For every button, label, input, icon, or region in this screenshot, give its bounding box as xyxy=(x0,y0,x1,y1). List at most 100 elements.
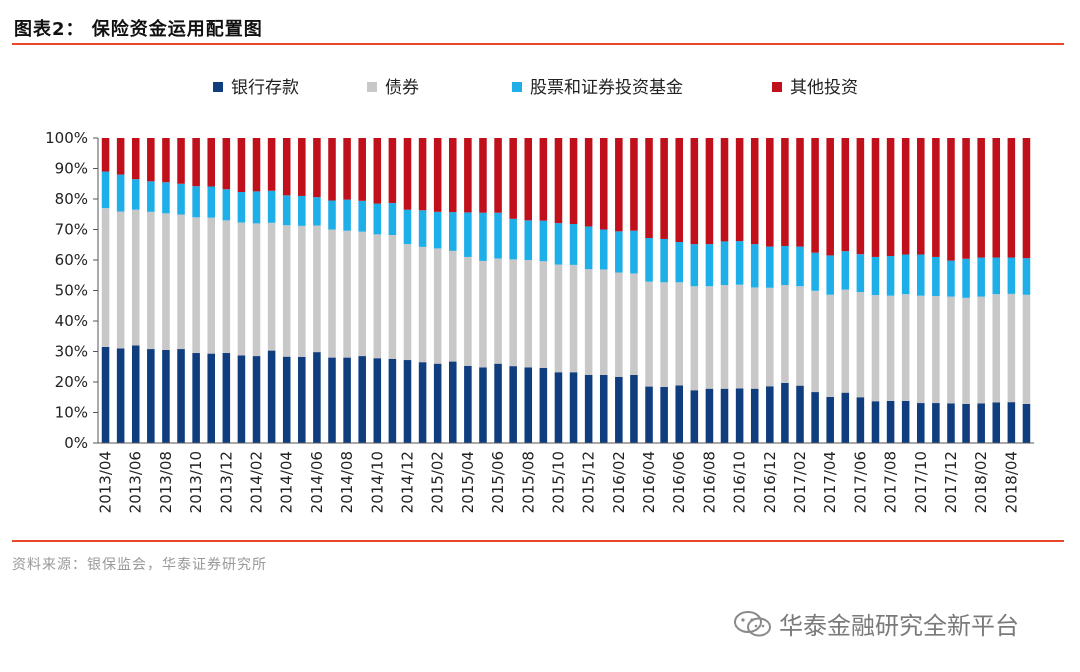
bar-segment xyxy=(101,208,110,347)
bar-segment xyxy=(101,138,110,172)
bar-segment xyxy=(917,138,925,255)
top-rule xyxy=(12,43,1064,45)
x-axis: 2013/04 2013/06 2013/08 2013/10 2013/12 2014/… xyxy=(97,442,1034,513)
bar-segment xyxy=(207,217,215,354)
y-tick-label: 70% xyxy=(55,221,88,239)
bar-segment xyxy=(584,374,593,443)
bar-segment xyxy=(947,403,955,443)
bar-segment xyxy=(388,234,397,359)
bar-segment xyxy=(917,295,925,404)
bar-segment xyxy=(599,269,608,375)
bar-segment xyxy=(524,220,533,260)
bar-segment xyxy=(479,260,487,368)
legend-swatch xyxy=(213,82,223,92)
bar-segment xyxy=(766,386,774,443)
bar-segment xyxy=(826,294,834,397)
bar-segment xyxy=(917,403,925,443)
bar-segment xyxy=(509,218,517,260)
x-tick-label: 2015/02 xyxy=(429,451,447,513)
bar-segment xyxy=(539,261,548,368)
x-tick-label: 2014/12 xyxy=(398,451,416,513)
y-tick-label: 100% xyxy=(45,129,88,147)
bar-segment xyxy=(328,357,336,443)
bar-segment xyxy=(373,138,382,204)
bar-segment xyxy=(645,138,653,239)
bar-segment xyxy=(524,138,533,221)
x-tick-label: 2015/08 xyxy=(519,451,537,513)
x-tick-label: 2016/06 xyxy=(670,451,688,513)
bar-segment xyxy=(947,260,955,297)
bar-segment xyxy=(796,385,804,443)
bar-segment xyxy=(735,138,744,242)
bar-segment xyxy=(237,138,246,192)
bar-segment xyxy=(131,345,140,443)
bar-segment xyxy=(856,254,865,293)
stacked-bar-chart: 银行存款 债券 股票和证券投资基金 其他投资 0% 10% 20% 30% 40% 50% 60%… xyxy=(45,78,1034,513)
y-tick-label: 0% xyxy=(64,434,88,452)
bar-segment xyxy=(630,273,638,375)
bar-segment xyxy=(705,388,714,443)
y-tick-label: 50% xyxy=(55,282,88,300)
bar-segment xyxy=(826,255,834,295)
bar-segment xyxy=(690,138,699,245)
bar-segment xyxy=(282,195,291,226)
bar-segment xyxy=(101,346,110,443)
bar-segment xyxy=(871,401,880,443)
x-tick-label: 2013/10 xyxy=(187,451,205,513)
bar-segment xyxy=(494,212,502,259)
bar-segment xyxy=(675,385,683,443)
bar-segment xyxy=(162,138,170,183)
bar-segment xyxy=(735,241,744,285)
bar-segment xyxy=(192,186,200,218)
x-tick-label: 2018/02 xyxy=(972,451,990,513)
x-tick-label: 2014/08 xyxy=(338,451,356,513)
bar-segment xyxy=(403,138,412,210)
bar-segment xyxy=(917,254,925,296)
x-tick-label: 2013/08 xyxy=(157,451,175,513)
bar-segment xyxy=(418,362,427,443)
bar-segment xyxy=(599,374,608,443)
bar-segment xyxy=(1007,257,1016,294)
bar-segment xyxy=(509,366,517,443)
bar-segment xyxy=(177,138,185,184)
bar-segment xyxy=(252,223,261,357)
x-tick-label: 2017/06 xyxy=(851,451,869,513)
bar-segment xyxy=(584,226,593,270)
bar-segment xyxy=(962,138,970,259)
bar-segment xyxy=(615,272,623,377)
bar-segment xyxy=(192,217,200,354)
bar-segment xyxy=(962,403,970,443)
bar-segment xyxy=(992,294,1001,403)
bar-segment xyxy=(207,186,215,218)
bar-segment xyxy=(298,356,306,443)
bar-segment xyxy=(811,392,819,443)
bar-segment xyxy=(282,225,291,357)
bar-segment xyxy=(101,171,110,209)
bar-segment xyxy=(403,209,412,245)
x-tick-label: 2017/04 xyxy=(821,451,839,513)
bar-segment xyxy=(660,282,668,387)
bar-segment xyxy=(554,372,563,443)
legend-label: 股票和证券投资基金 xyxy=(530,78,683,98)
bar-segment xyxy=(841,138,850,252)
bar-segment xyxy=(645,238,653,282)
bar-segment xyxy=(252,191,261,224)
bar-segment xyxy=(116,138,125,175)
bar-segment xyxy=(147,349,155,443)
x-tick-label: 2013/04 xyxy=(97,451,115,513)
bar-segment xyxy=(147,211,155,350)
bar-segment xyxy=(735,284,744,389)
y-tick-label: 80% xyxy=(55,190,88,208)
bar-segment xyxy=(237,191,246,223)
bar-segment xyxy=(841,289,850,393)
bar-segment xyxy=(826,138,834,256)
bar-segment xyxy=(569,138,578,225)
bar-segment xyxy=(177,183,185,215)
bar-segment xyxy=(720,241,729,286)
bar-segment xyxy=(207,138,215,187)
bar-segment xyxy=(690,244,699,287)
y-tick-label: 10% xyxy=(55,404,88,422)
bar-segment xyxy=(524,367,533,443)
bar-segment xyxy=(328,200,336,230)
bar-segment xyxy=(599,138,608,230)
